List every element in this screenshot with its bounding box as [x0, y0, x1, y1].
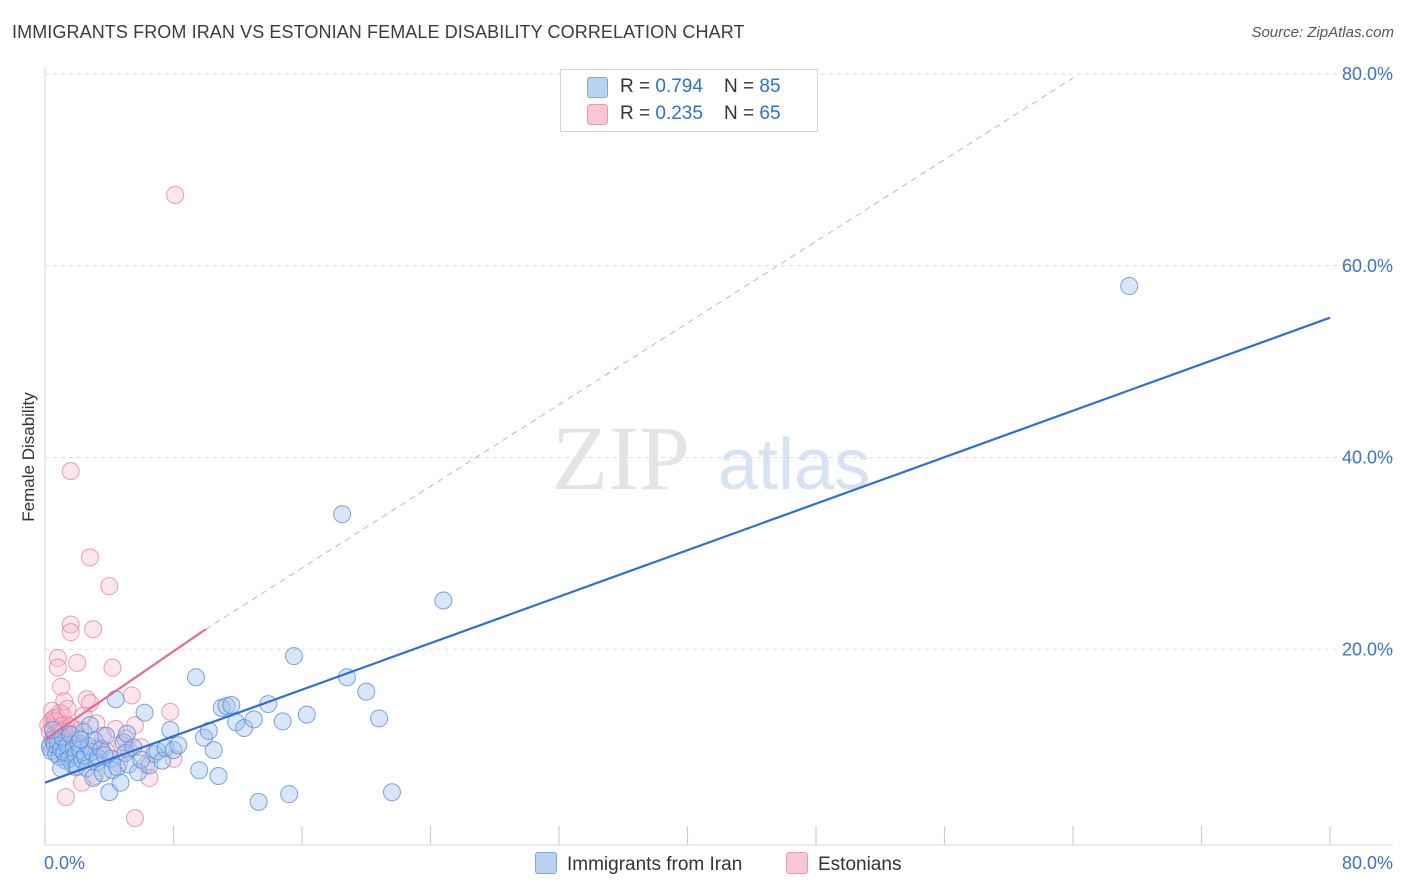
iran-point — [357, 682, 376, 701]
iran-point — [209, 766, 228, 785]
chart-title: IMMIGRANTS FROM IRAN VS ESTONIAN FEMALE … — [12, 22, 745, 42]
iran-point — [97, 726, 116, 745]
estonians-trend-extension — [205, 77, 1074, 630]
estonians-point — [61, 615, 80, 634]
iran-point — [111, 773, 130, 792]
legend-r-label: R = — [620, 103, 656, 124]
iran-point — [135, 703, 154, 722]
y-tick-label: 20.0% — [1342, 639, 1393, 659]
iran-point — [370, 709, 389, 728]
estonians-point — [61, 462, 80, 481]
iran-trendline — [44, 316, 1331, 784]
estonians-trendline — [44, 628, 207, 741]
correlation-legend: R = 0.794 N = 85 R = 0.235 N = 65 — [560, 69, 818, 132]
legend-swatch-iran — [587, 77, 608, 98]
iran-point — [169, 736, 188, 755]
estonians-point — [103, 658, 122, 677]
iran-point — [434, 591, 453, 610]
legend-n-value: 65 — [759, 103, 781, 124]
legend-n-label: N = — [724, 76, 760, 97]
watermark-zip: ZIP — [552, 407, 690, 509]
iran-point — [80, 716, 99, 735]
iran-point — [382, 783, 401, 802]
iran-point — [249, 792, 268, 811]
estonians-point — [84, 620, 103, 639]
iran-point — [164, 741, 183, 760]
iran-point — [44, 720, 63, 739]
legend-text-estonians: R = 0.235 N = 65 — [620, 102, 781, 126]
iran-point — [71, 730, 90, 749]
bottom-legend-swatch-estonians — [786, 852, 808, 874]
estonians-point — [52, 677, 71, 696]
estonians-point — [106, 719, 125, 738]
iran-point — [222, 696, 241, 715]
y-tick-label: 60.0% — [1342, 256, 1393, 276]
watermark: ZIP atlas — [552, 407, 870, 509]
watermark-atlas: atlas — [718, 425, 870, 505]
tick-labels: 20.0% 40.0% 60.0% 80.0% 0.0% 80.0% — [44, 64, 1393, 873]
legend-r-label: R = — [620, 76, 656, 97]
estonians-point — [71, 720, 90, 739]
estonians-point — [58, 699, 77, 718]
source-label: Source: ZipAtlas.com — [1251, 24, 1394, 41]
estonians-point — [161, 702, 180, 721]
iran-point — [108, 758, 127, 777]
iran-point — [186, 668, 205, 687]
bottom-legend-label-estonians: Estonians — [818, 854, 902, 875]
iran-point — [1120, 277, 1139, 296]
bottom-legend-swatch-iran — [535, 852, 557, 874]
estonians-point — [100, 577, 119, 596]
iran-point — [84, 768, 103, 787]
bottom-legend-iran: Immigrants from Iran — [535, 852, 742, 876]
estonians-point — [80, 548, 99, 567]
x-tick-label: 0.0% — [44, 853, 85, 873]
iran-point — [244, 710, 263, 729]
estonians-point — [140, 768, 159, 787]
bottom-legend-estonians: Estonians — [786, 852, 901, 876]
iran-point — [204, 741, 223, 760]
estonians-point — [56, 788, 75, 807]
bottom-legend-label-iran: Immigrants from Iran — [567, 854, 743, 875]
estonians-point — [125, 809, 144, 828]
iran-point — [190, 761, 209, 780]
legend-n-label: N = — [724, 103, 760, 124]
iran-point — [280, 785, 299, 804]
grid — [45, 73, 1393, 650]
legend-r-value: 0.235 — [655, 103, 703, 124]
legend-r-value: 0.794 — [655, 76, 703, 97]
iran-point — [333, 505, 352, 524]
estonians-point — [48, 649, 67, 668]
legend-text-iran: R = 0.794 N = 85 — [620, 75, 781, 99]
iran-point — [117, 724, 136, 743]
estonians-point — [166, 185, 185, 204]
iran-point — [92, 740, 111, 759]
legend-n-value: 85 — [759, 76, 781, 97]
iran-point — [297, 705, 316, 724]
estonians-point — [61, 623, 80, 642]
estonians-point — [68, 653, 87, 672]
y-tick-label: 80.0% — [1342, 64, 1393, 84]
iran-point — [284, 647, 303, 666]
iran-point — [106, 690, 125, 709]
y-axis-label: Female Disability — [19, 392, 38, 522]
legend-swatch-estonians — [587, 104, 608, 125]
iran-point — [273, 712, 292, 731]
iran-point — [132, 750, 151, 769]
y-tick-label: 40.0% — [1342, 448, 1393, 468]
estonians-point — [48, 658, 67, 677]
iran-points — [40, 277, 1139, 811]
x-tick-label: 80.0% — [1342, 853, 1393, 873]
estonians-point — [122, 686, 141, 705]
trendlines — [44, 77, 1331, 784]
